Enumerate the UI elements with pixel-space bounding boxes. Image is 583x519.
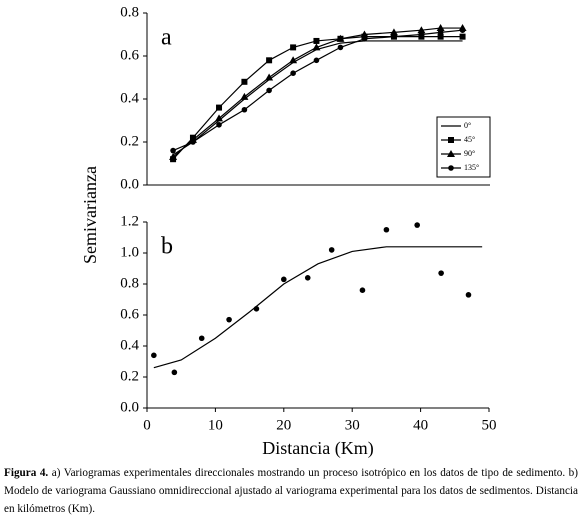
y-tick-label: 0.2 xyxy=(120,368,139,384)
data-point xyxy=(465,292,472,298)
series-line xyxy=(172,36,463,160)
data-point xyxy=(226,316,232,323)
y-tick-label: 0.8 xyxy=(120,4,139,20)
y-tick-label: 0.2 xyxy=(120,133,139,149)
x-tick-label: 30 xyxy=(345,417,360,433)
legend-label: 45° xyxy=(464,135,475,144)
y-tick-label: 0.4 xyxy=(120,337,139,353)
data-point xyxy=(240,92,249,100)
x-tick-label: 10 xyxy=(208,417,223,433)
y-tick-label: 1.0 xyxy=(120,244,139,260)
y-tick-label: 0.4 xyxy=(120,90,139,106)
data-point xyxy=(216,104,223,111)
data-point xyxy=(438,270,444,276)
data-point xyxy=(328,247,335,253)
data-point xyxy=(289,56,298,64)
data-point xyxy=(312,43,321,51)
data-point xyxy=(198,335,205,342)
data-point xyxy=(459,27,466,33)
legend-label: 90° xyxy=(464,149,475,158)
y-tick-label: 1.2 xyxy=(120,213,139,229)
y-tick-label: 0.6 xyxy=(120,47,139,63)
data-point xyxy=(359,287,366,294)
data-point xyxy=(290,70,296,76)
data-point xyxy=(290,44,297,51)
panel-label: a xyxy=(161,25,172,51)
data-point xyxy=(383,226,390,233)
data-point xyxy=(151,352,157,359)
data-point xyxy=(414,222,420,228)
data-point xyxy=(437,29,444,36)
data-point xyxy=(313,37,320,44)
caption: Figura 4. a) Variogramas experimentales … xyxy=(4,464,578,518)
data-point xyxy=(266,87,272,94)
panel-label: b xyxy=(161,234,173,260)
data-point xyxy=(313,57,320,64)
data-point xyxy=(241,78,248,85)
x-tick-label: 0 xyxy=(143,417,151,433)
data-point xyxy=(265,73,274,81)
x-axis-label: Distancia (Km) xyxy=(262,438,373,458)
y-tick-label: 0.0 xyxy=(120,176,139,192)
data-point xyxy=(190,139,196,145)
data-point xyxy=(389,28,398,36)
data-point xyxy=(266,57,273,64)
data-point xyxy=(216,122,222,128)
data-point xyxy=(361,36,368,42)
y-tick-label: 0.0 xyxy=(120,399,139,415)
data-point xyxy=(418,31,425,38)
legend-label: 135° xyxy=(464,163,479,172)
data-point xyxy=(360,30,369,38)
data-point xyxy=(304,275,311,281)
data-point xyxy=(171,369,178,376)
data-point xyxy=(170,147,176,154)
caption-text: a) Variogramas experimentales direcciona… xyxy=(4,467,579,515)
data-point xyxy=(215,114,224,122)
data-point xyxy=(417,26,426,34)
data-point xyxy=(437,33,444,40)
x-tick-label: 20 xyxy=(276,417,291,433)
data-point xyxy=(459,33,466,40)
legend-box xyxy=(436,116,491,178)
y-tick-label: 0.8 xyxy=(120,275,139,291)
legend-marker xyxy=(448,137,454,143)
series-line xyxy=(153,246,483,369)
data-point xyxy=(241,106,248,113)
data-point xyxy=(169,153,178,161)
data-point xyxy=(391,33,397,40)
legend-marker xyxy=(447,150,455,157)
caption-label: Figura 4. xyxy=(4,467,49,479)
y-tick-label: 0.6 xyxy=(120,306,139,322)
legend-label: 0° xyxy=(464,121,471,130)
y-axis-label: Semivarianza xyxy=(80,166,100,264)
x-tick-label: 40 xyxy=(413,417,428,433)
data-point xyxy=(337,44,344,51)
data-point xyxy=(281,276,287,283)
legend-marker xyxy=(448,165,454,171)
x-tick-label: 50 xyxy=(482,417,497,433)
data-point xyxy=(336,34,345,42)
data-point xyxy=(436,24,445,32)
chart: 0.0 0.2 0.4 0.6 0.8 a Semivarianza 0° 45° 90° 135°… xyxy=(80,4,497,458)
